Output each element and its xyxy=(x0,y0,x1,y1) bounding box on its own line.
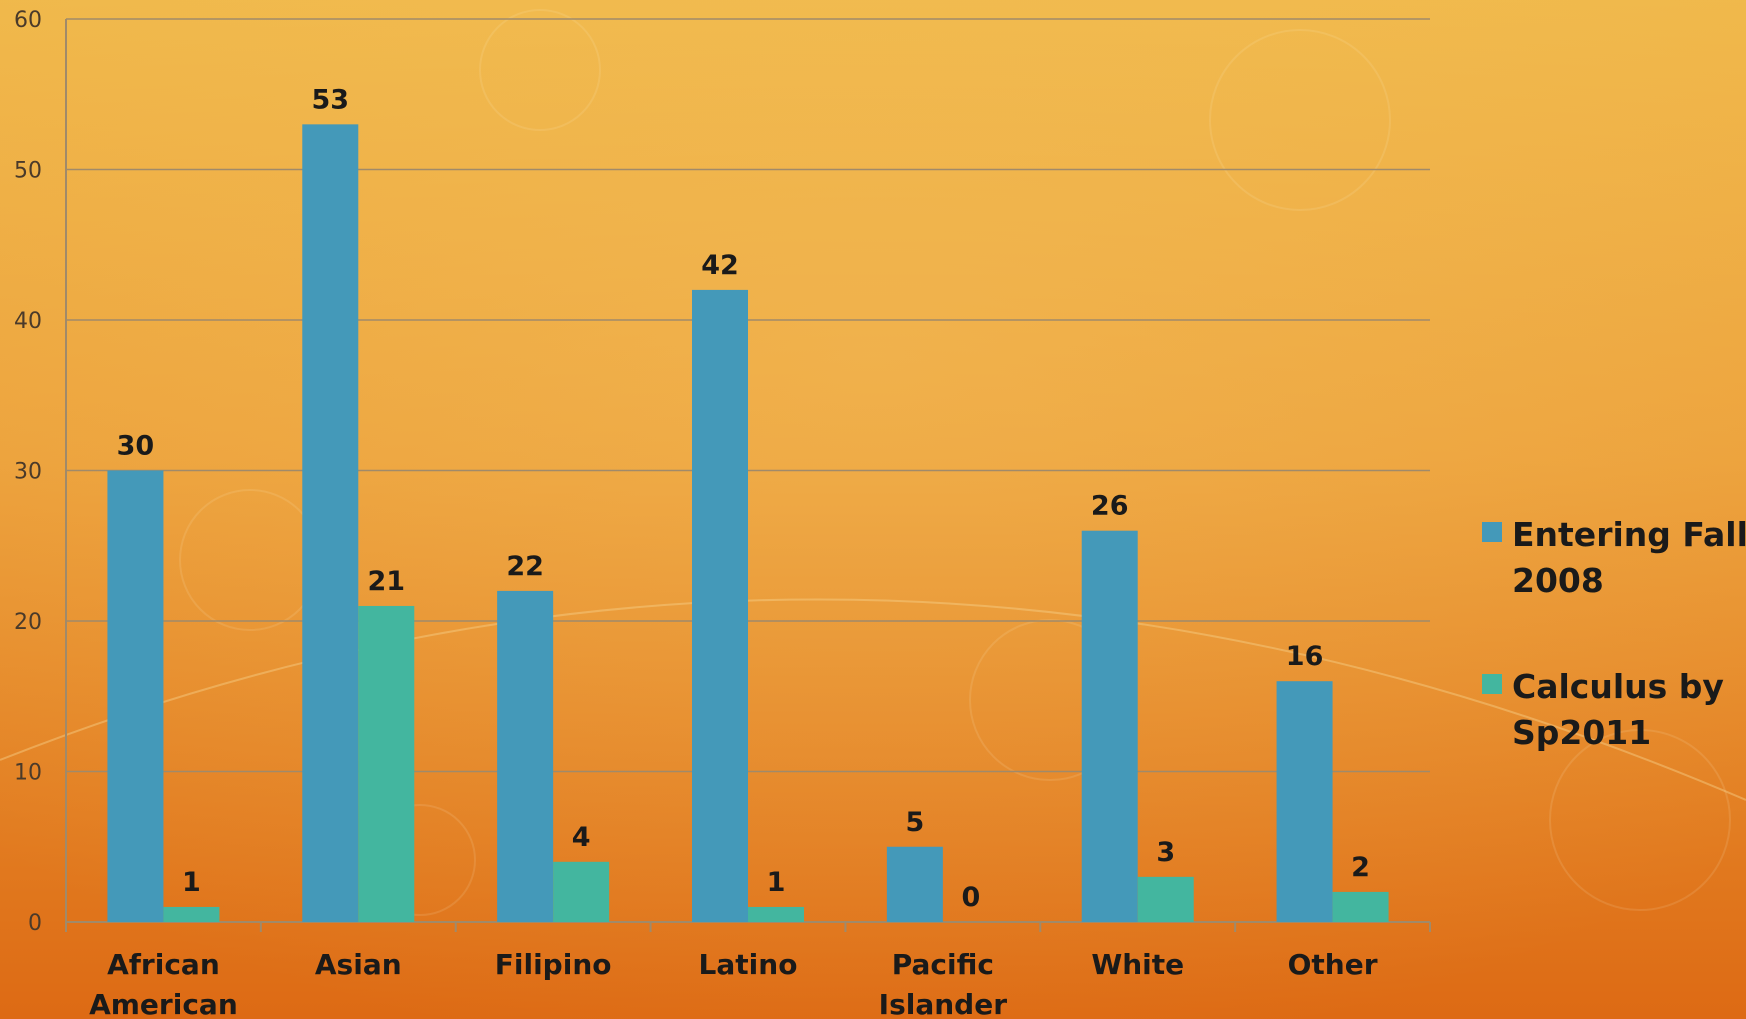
data-label: 1 xyxy=(182,867,201,898)
data-label: 16 xyxy=(1286,641,1324,672)
x-tick-label: White xyxy=(1091,948,1184,981)
bar-entering xyxy=(302,124,359,923)
data-label: 21 xyxy=(367,566,405,597)
y-tick-label: 10 xyxy=(14,761,42,786)
x-tick-label: Other xyxy=(1288,948,1378,981)
data-label: 53 xyxy=(311,84,349,115)
bar-calculus xyxy=(1332,891,1389,922)
y-tick-label: 60 xyxy=(14,8,42,33)
legend: Entering Fall 2008 Calculus by Sp2011 xyxy=(1482,515,1746,752)
bar-calculus xyxy=(358,605,415,922)
bar-calculus xyxy=(163,906,220,922)
x-tick-label: Islander xyxy=(879,988,1008,1019)
bars xyxy=(107,124,1389,923)
bar-entering xyxy=(886,846,943,922)
data-label: 1 xyxy=(767,867,786,898)
y-tick-label: 20 xyxy=(14,610,42,635)
background-arc xyxy=(0,598,1746,801)
data-label: 22 xyxy=(506,551,544,582)
data-label: 4 xyxy=(572,822,591,853)
y-tick-label: 40 xyxy=(14,309,42,334)
x-tick-label: Latino xyxy=(699,948,798,981)
data-label: 42 xyxy=(701,250,739,281)
y-tick-label: 50 xyxy=(14,159,42,184)
x-tick-label: Asian xyxy=(315,948,402,981)
x-tick-label: Filipino xyxy=(495,948,612,981)
data-label: 3 xyxy=(1156,837,1175,868)
legend-label: Calculus by xyxy=(1512,667,1724,706)
data-label: 0 xyxy=(961,882,980,913)
legend-label: Sp2011 xyxy=(1512,713,1651,752)
bar-calculus xyxy=(1137,876,1194,922)
bar-entering xyxy=(1276,681,1333,922)
legend-swatch xyxy=(1482,674,1502,694)
data-label: 2 xyxy=(1351,852,1370,883)
y-tick-label: 0 xyxy=(28,911,42,936)
x-tick-label: American xyxy=(89,988,238,1019)
data-label: 26 xyxy=(1091,491,1129,522)
bar-entering xyxy=(497,590,554,922)
legend-label: Entering Fall xyxy=(1512,515,1746,554)
bar-entering xyxy=(107,470,164,922)
data-label: 5 xyxy=(905,807,924,838)
legend-label: 2008 xyxy=(1512,561,1604,600)
y-tick-label: 30 xyxy=(14,460,42,485)
bar-entering xyxy=(692,289,748,922)
bar-calculus xyxy=(748,906,804,922)
x-tick-label: African xyxy=(107,948,220,981)
data-label: 30 xyxy=(117,431,155,462)
x-tick-label: Pacific xyxy=(892,948,994,981)
bar-calculus xyxy=(553,861,610,922)
bar-entering xyxy=(1081,530,1138,922)
legend-swatch xyxy=(1482,522,1502,542)
